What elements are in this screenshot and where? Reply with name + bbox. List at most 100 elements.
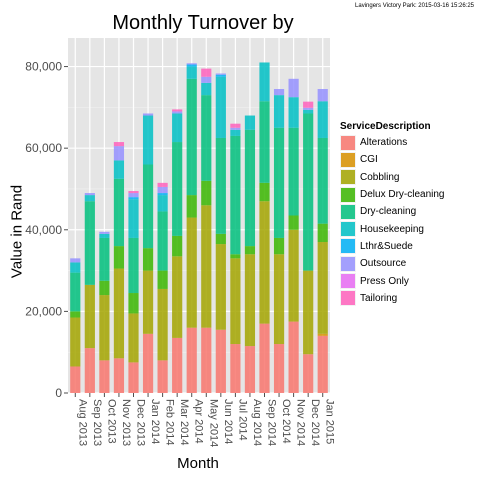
bar-segment: [317, 101, 328, 138]
legend-item: Press Only: [340, 272, 444, 290]
legend-key: [340, 203, 356, 220]
bar-segment: [317, 333, 328, 336]
bar-segment: [288, 215, 299, 230]
bar-segment: [113, 246, 125, 269]
bar-segment: [70, 272, 81, 312]
bar-segment: [186, 63, 197, 65]
bar-segment: [215, 244, 226, 330]
legend-key: [340, 290, 356, 307]
bar-segment: [201, 205, 212, 328]
bar-segment: [99, 360, 110, 393]
bar-segment: [172, 111, 183, 114]
legend-key: [340, 151, 356, 168]
bar-segment: [113, 142, 125, 147]
bar-segment: [230, 254, 241, 259]
bar-segment: [142, 115, 154, 165]
bar-segment: [288, 321, 299, 393]
bar-segment: [215, 329, 226, 393]
x-tick-label: Sep 2014: [266, 399, 278, 446]
x-tick-label: Aug 2014: [251, 399, 263, 446]
bar-segment: [70, 258, 81, 263]
bar-segment: [244, 246, 256, 255]
bar-segment: [288, 229, 299, 322]
bar-segment: [215, 74, 226, 77]
bar-segment: [172, 113, 183, 143]
legend-title: ServiceDescription: [340, 121, 431, 132]
bar-segment: [128, 199, 139, 238]
bar-segment: [201, 82, 212, 96]
x-tick-label: Apr 2014: [193, 399, 205, 444]
bar-segment: [70, 311, 81, 318]
x-tick-label: Jul 2014: [236, 399, 248, 441]
bar-segment: [317, 335, 328, 393]
bar-segment: [303, 107, 314, 110]
bar-segment: [215, 73, 226, 75]
bar-segment: [259, 201, 270, 324]
bar-segment: [157, 360, 168, 393]
bar-segment: [230, 127, 241, 130]
x-tick-label: Dec 2014: [309, 399, 321, 446]
bar-segment: [99, 237, 110, 281]
bar-segment: [84, 201, 95, 285]
bar-segment: [317, 242, 328, 334]
legend-label: Housekeeping: [360, 223, 424, 235]
legend-item: Housekeeping: [340, 220, 444, 238]
bar-segment: [273, 237, 285, 255]
bar-segment: [113, 268, 125, 359]
bar-segment: [303, 270, 314, 355]
bar-segment: [172, 235, 183, 257]
bar-segment: [186, 78, 197, 196]
bar-segment: [113, 146, 125, 161]
bar-segment: [113, 358, 125, 393]
legend-item: Delux Dry-cleaning: [340, 186, 444, 203]
legend-label: Delux Dry-cleaning: [360, 189, 445, 201]
bar-segment: [259, 182, 270, 202]
bar-segment: [186, 64, 197, 67]
bar-segment: [172, 256, 183, 338]
bar-segment: [113, 178, 125, 247]
x-tick-label: Dec 2013: [135, 399, 147, 446]
legend-swatch: [341, 170, 355, 185]
legend-swatch: [341, 204, 355, 219]
bar-segment: [288, 78, 299, 98]
bar-segment: [70, 317, 81, 367]
legend-label: Dry-cleaning: [360, 206, 417, 218]
x-tick-label: Mar 2014: [178, 399, 190, 445]
bar-segment: [128, 237, 139, 294]
bar-segment: [157, 211, 168, 271]
bar-segment: [186, 217, 197, 328]
bar-segment: [215, 137, 226, 234]
bar-segment: [215, 233, 226, 245]
bar-segment: [157, 195, 168, 212]
bar-segment: [215, 76, 226, 138]
legend-swatch: [341, 152, 355, 167]
bar-segment: [288, 97, 299, 128]
bar-segment: [128, 193, 139, 198]
bar-segment: [157, 270, 168, 289]
bar-segment: [273, 344, 285, 393]
bar-segment: [259, 62, 270, 102]
legend-key: [340, 134, 356, 151]
bar-segment: [201, 95, 212, 181]
legend-key: [340, 186, 356, 203]
bar-segment: [259, 323, 270, 393]
x-tick-label: Jan 2015: [324, 399, 336, 444]
x-tick-label: May 2014: [207, 399, 219, 447]
legend-key: [340, 255, 356, 272]
legend-label: Cobbling: [360, 171, 400, 183]
bar-segment: [157, 182, 168, 187]
x-tick-label: Sep 2013: [91, 399, 103, 446]
bar-segment: [70, 366, 81, 393]
legend-item: Alterations: [340, 134, 444, 151]
bar-segment: [244, 115, 256, 130]
bar-segment: [273, 89, 285, 96]
bar-segment: [157, 186, 168, 194]
legend-swatch: [341, 222, 355, 237]
bar-segment: [186, 327, 197, 393]
legend-label: CGI: [360, 154, 378, 166]
x-tick-label: Oct 2013: [105, 399, 117, 444]
legend-key: [340, 238, 356, 255]
plot-panel: [68, 38, 330, 393]
bar-segment: [230, 123, 241, 128]
bar-segment: [288, 127, 299, 216]
